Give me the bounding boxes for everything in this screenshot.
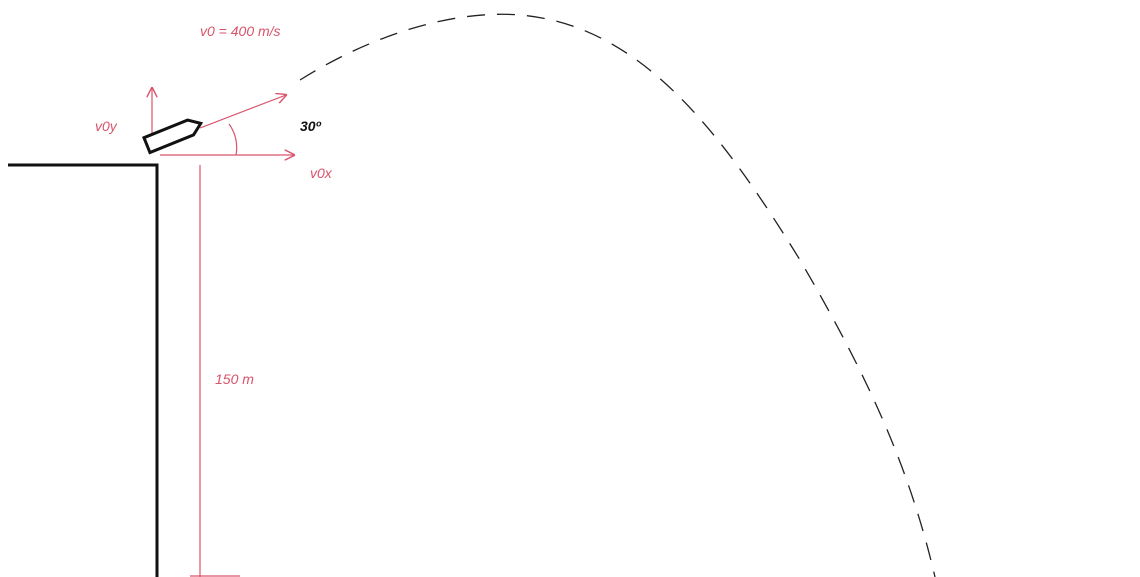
v0y-label: v0y <box>95 118 118 134</box>
angle-label: 30º <box>300 118 322 134</box>
velocity-label: v0 = 400 m/s <box>200 23 281 39</box>
height-label: 150 m <box>215 371 254 387</box>
cliff <box>8 163 159 577</box>
v0x-label: v0x <box>310 165 333 181</box>
trajectory <box>299 13 936 577</box>
cannon <box>142 118 204 155</box>
v0-arrow <box>199 95 286 129</box>
angle-arc <box>228 123 238 156</box>
